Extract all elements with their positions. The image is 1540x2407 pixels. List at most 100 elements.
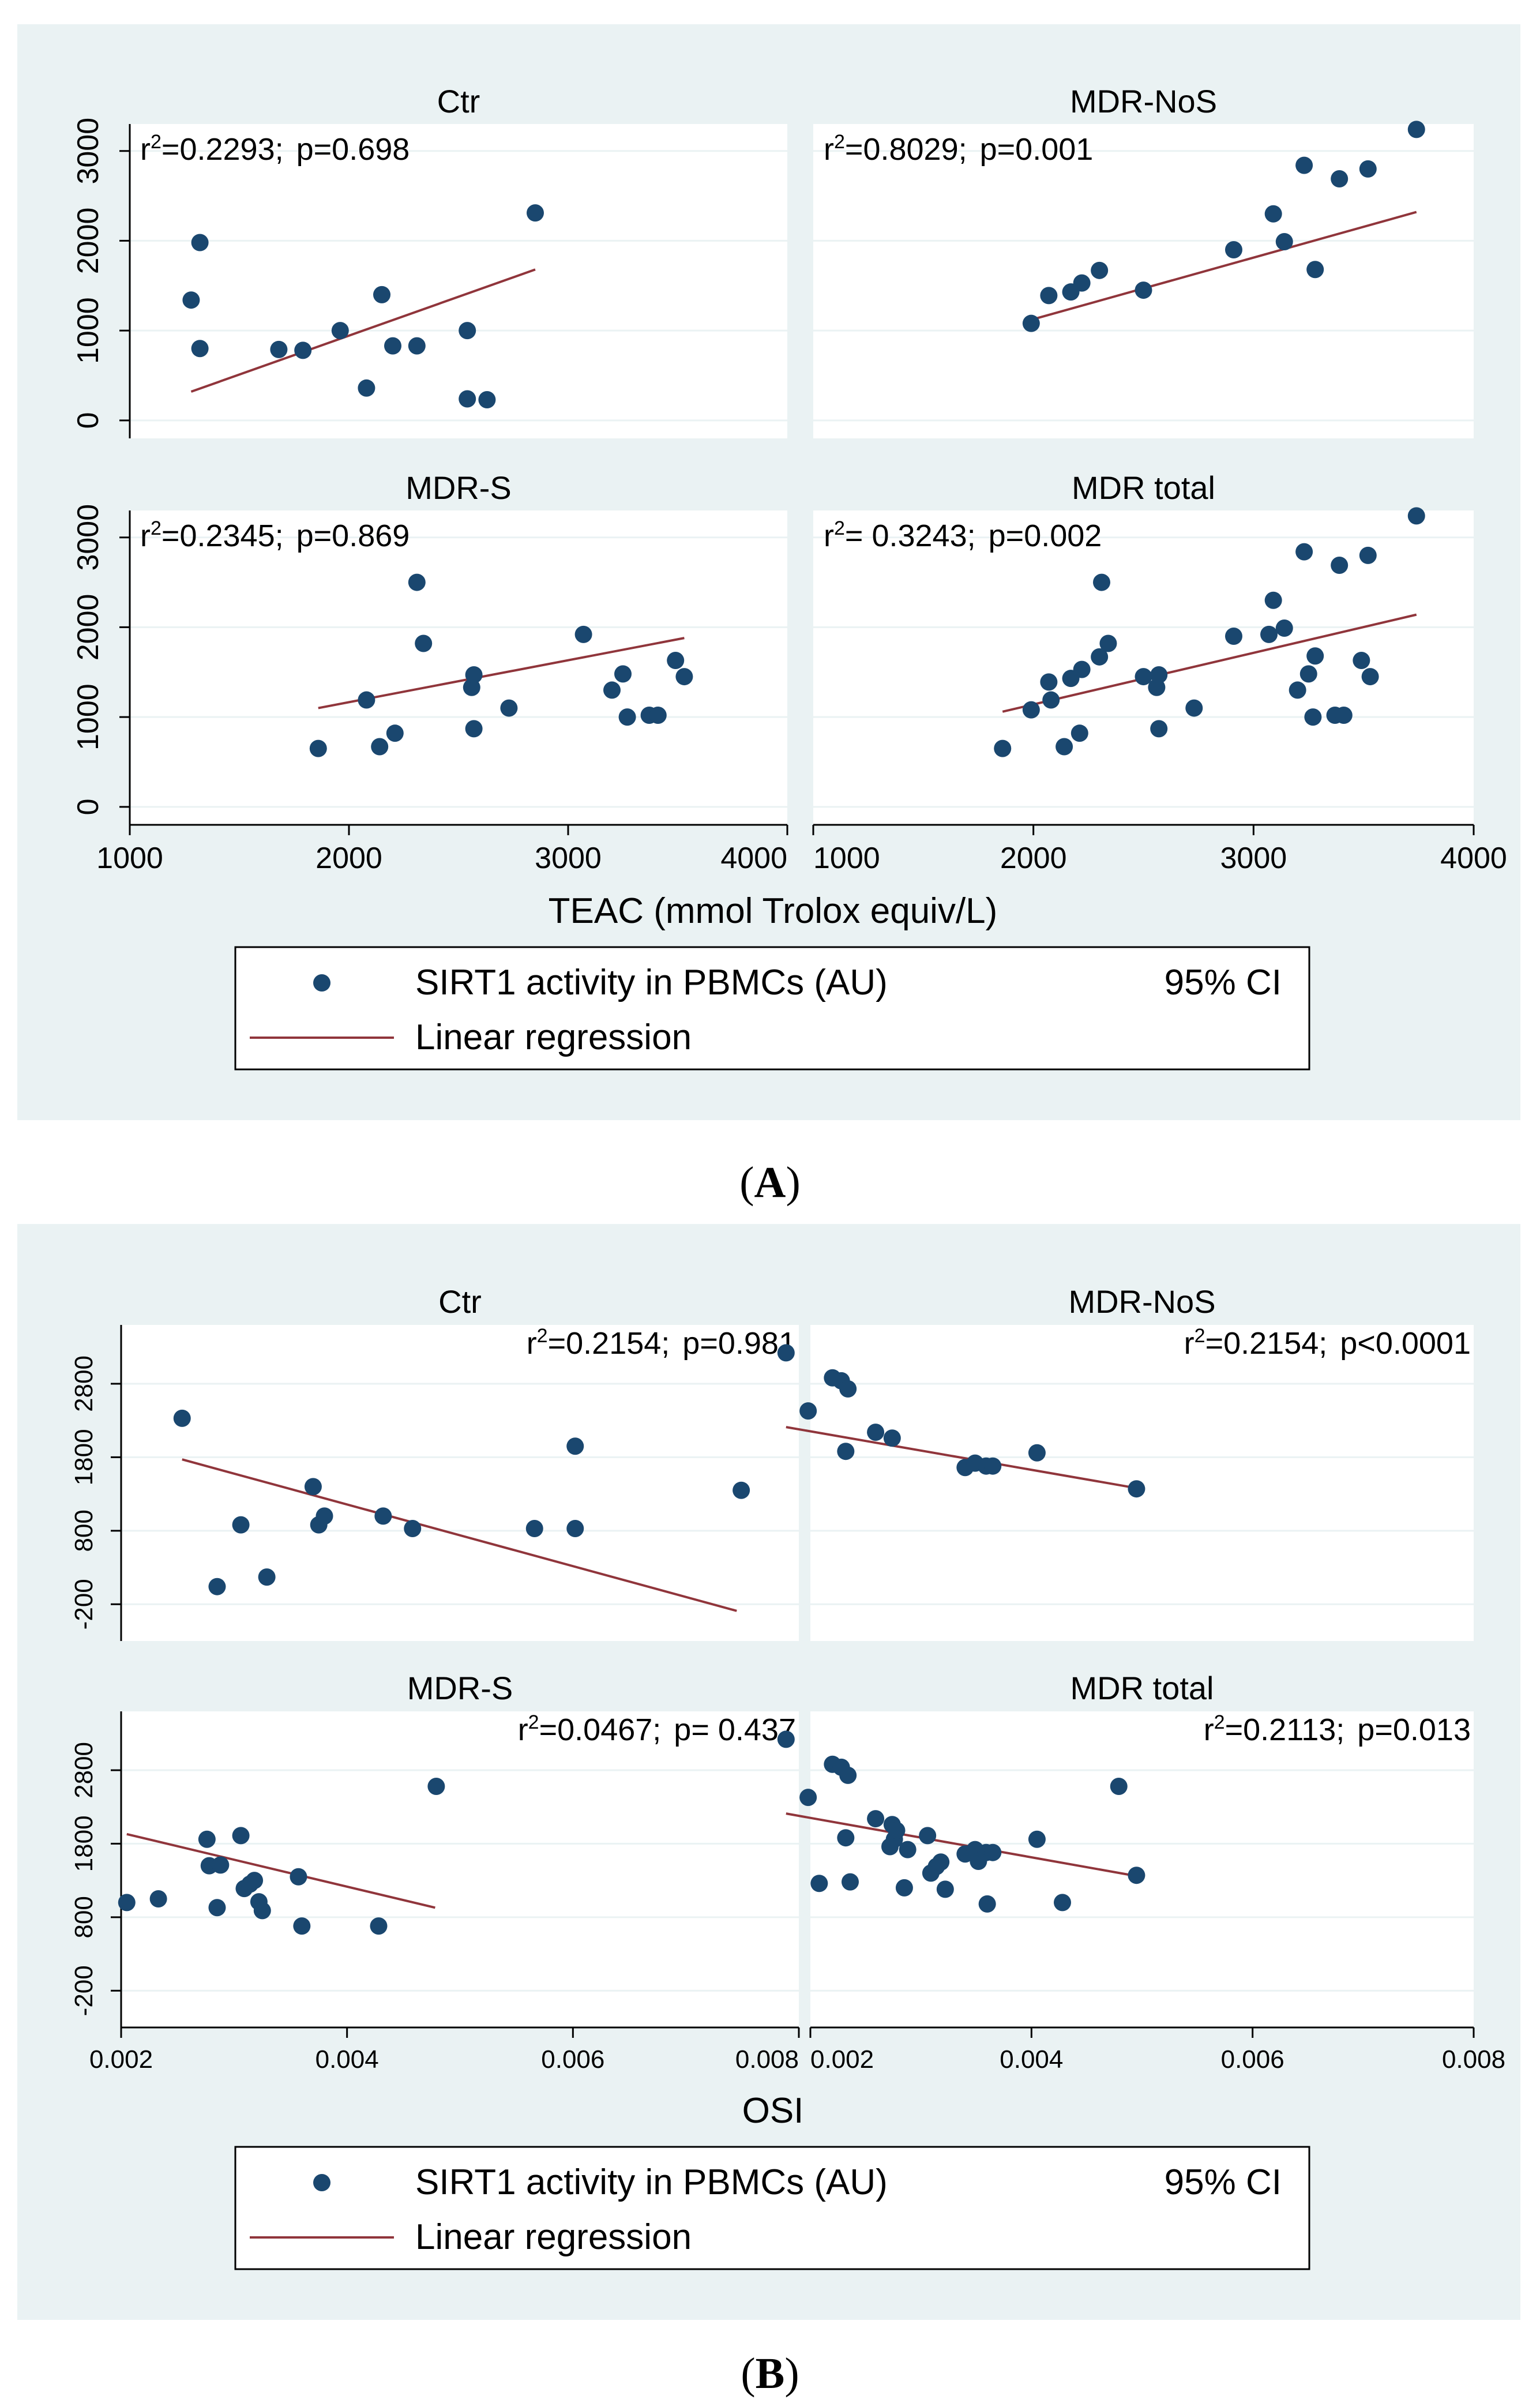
- data-point: [427, 1777, 445, 1795]
- regression-line: [190, 268, 536, 393]
- y-tick-label: 1800: [70, 1429, 98, 1485]
- data-point: [309, 739, 327, 757]
- y-tick-label: 1000: [72, 297, 105, 364]
- data-point: [1128, 1480, 1145, 1498]
- data-point: [1353, 652, 1370, 670]
- data-point: [1150, 666, 1168, 684]
- data-point: [1275, 232, 1293, 250]
- data-point: [370, 1917, 388, 1935]
- data-point: [837, 1829, 855, 1847]
- x-axis-title: OSI: [742, 2091, 804, 2131]
- r2-value: =0.0467;: [539, 1713, 662, 1747]
- data-point: [895, 1879, 913, 1897]
- data-point: [1128, 1867, 1145, 1884]
- x-tick-label: 2000: [315, 842, 382, 875]
- data-point: [1359, 546, 1377, 564]
- y-tick-label: 0: [72, 798, 105, 815]
- data-point: [1028, 1830, 1046, 1848]
- x-tick-label: 0.004: [315, 2045, 379, 2074]
- data-point: [384, 337, 401, 355]
- r2-superscript: 2: [834, 517, 845, 539]
- data-point: [1299, 665, 1317, 683]
- data-point: [839, 1380, 857, 1398]
- data-point: [1295, 156, 1313, 174]
- panel-B-4: MDR total 0.002 0.004 0.006 0.008 r2=0.2113; p…: [777, 1664, 1505, 2074]
- stat-annotation: r2=0.2345; p=0.869: [140, 517, 410, 553]
- r2-symbol: r: [824, 132, 834, 167]
- data-point: [978, 1895, 996, 1913]
- plot-area: [130, 510, 787, 825]
- data-point: [936, 1880, 954, 1898]
- data-point: [331, 322, 349, 340]
- p-value: p= 0.437: [674, 1713, 796, 1747]
- regression-line: [786, 1812, 1137, 1877]
- data-point: [118, 1894, 136, 1912]
- y-tick-label: 0: [72, 412, 105, 429]
- data-point: [1092, 573, 1110, 591]
- r2-symbol: r: [518, 1713, 528, 1747]
- legend: SIRT1 activity in PBMCs (AU) 95% CI Linear…: [234, 2146, 1310, 2270]
- data-point: [525, 1520, 543, 1538]
- panel-title: MDR-NoS: [1070, 83, 1217, 119]
- data-point: [1359, 160, 1377, 178]
- data-point: [527, 204, 544, 222]
- data-point: [899, 1841, 917, 1858]
- y-tick-label: 1800: [70, 1815, 98, 1872]
- data-point: [777, 1730, 795, 1748]
- y-tick-label: 800: [70, 1509, 98, 1552]
- data-point: [191, 340, 209, 358]
- panel-A-4: MDR total 1000 2000 3000 4000 r2= 0.3243; p=0.…: [812, 464, 1507, 875]
- data-point: [1071, 724, 1088, 742]
- data-point: [566, 1520, 584, 1538]
- data-point: [1306, 261, 1324, 279]
- panel-title: Ctr: [437, 83, 480, 119]
- data-point: [867, 1810, 885, 1828]
- panel-strip: [121, 1664, 799, 1711]
- data-point: [1275, 619, 1293, 637]
- data-point: [304, 1478, 322, 1496]
- panel-title: MDR total: [1071, 1670, 1214, 1706]
- plot-area: [130, 124, 787, 438]
- data-point: [315, 1507, 333, 1525]
- data-point: [842, 1873, 859, 1891]
- r2-value: =0.2154;: [1205, 1326, 1328, 1361]
- data-point: [810, 1875, 828, 1892]
- data-point: [932, 1853, 950, 1871]
- plot-area: [121, 1711, 799, 2027]
- legend-series-label: SIRT1 activity in PBMCs (AU): [415, 963, 888, 1002]
- r2-superscript: 2: [1195, 1325, 1205, 1347]
- data-point: [984, 1843, 1002, 1861]
- data-point: [1040, 287, 1058, 305]
- r2-value: =0.8029;: [845, 132, 967, 167]
- data-point: [232, 1827, 250, 1845]
- data-point: [1042, 691, 1060, 709]
- data-point: [270, 340, 288, 358]
- data-point: [253, 1902, 271, 1920]
- data-point: [1335, 707, 1353, 724]
- regression-line: [126, 1833, 435, 1909]
- p-value: p=0.698: [296, 132, 410, 167]
- data-point: [984, 1457, 1002, 1475]
- data-point: [777, 1344, 795, 1362]
- legend-box: [234, 2146, 1310, 2270]
- data-point: [1150, 720, 1168, 738]
- data-point: [1225, 241, 1242, 258]
- r2-symbol: r: [527, 1326, 537, 1361]
- data-point: [1073, 274, 1091, 292]
- data-point: [1185, 699, 1203, 717]
- r2-value: =0.2345;: [161, 519, 284, 553]
- stat-annotation: r2=0.0467; p= 0.437: [518, 1711, 796, 1747]
- data-point: [459, 322, 476, 340]
- legend-ci-label: 95% CI: [1165, 963, 1282, 1002]
- data-point: [371, 738, 389, 756]
- data-point: [799, 1402, 817, 1420]
- data-point: [404, 1520, 422, 1538]
- legend-fit-label: Linear regression: [415, 1017, 692, 1057]
- r2-superscript: 2: [537, 1325, 548, 1347]
- x-tick-label: 3000: [535, 842, 602, 875]
- y-tick-label: 800: [70, 1896, 98, 1938]
- data-point: [459, 390, 476, 408]
- regression-line: [786, 1426, 1137, 1489]
